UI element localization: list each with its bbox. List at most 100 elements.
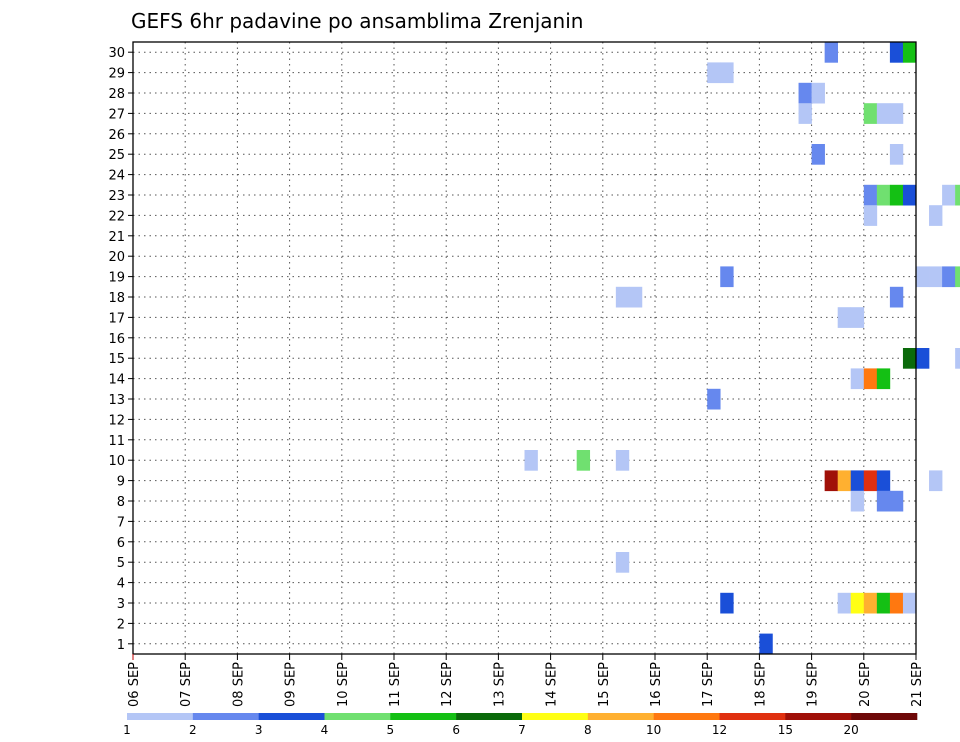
- legend-label: 15: [778, 723, 793, 737]
- precip-cell: [902, 348, 917, 369]
- legend-swatch: [653, 713, 720, 720]
- precip-cell: [707, 62, 721, 84]
- x-tick-label: 21 SEP: [910, 662, 925, 707]
- precip-cell: [876, 103, 891, 124]
- y-tick-label: 12: [108, 413, 125, 428]
- precip-cell: [863, 103, 878, 124]
- legend-label: 20: [844, 723, 859, 737]
- precip-cell: [811, 144, 825, 165]
- x-tick-label: 20 SEP: [858, 662, 873, 707]
- y-tick-label: 25: [108, 148, 125, 163]
- y-tick-label: 2: [117, 617, 125, 632]
- y-tick-label: 17: [108, 311, 125, 326]
- legend-label: 3: [255, 723, 263, 737]
- precip-cell: [798, 82, 812, 104]
- y-tick-label: 4: [117, 577, 125, 592]
- precip-cell: [824, 470, 838, 492]
- legend-label: 8: [584, 723, 592, 737]
- precip-cell: [916, 348, 930, 369]
- precip-cell: [889, 286, 904, 308]
- x-tick-label: 12 SEP: [440, 662, 455, 707]
- precip-cell: [889, 592, 904, 614]
- legend-label: 7: [518, 723, 526, 737]
- precip-cell: [615, 450, 630, 471]
- precip-cell: [942, 184, 956, 206]
- legend-label: 5: [387, 723, 395, 737]
- y-tick-label: 1: [117, 638, 125, 653]
- y-tick-label: 7: [117, 515, 125, 530]
- precip-cell: [863, 592, 878, 614]
- y-tick-label: 9: [117, 475, 125, 490]
- y-tick-label: 18: [108, 291, 125, 306]
- x-tick-label: 14 SEP: [545, 662, 560, 707]
- legend-swatch: [127, 713, 194, 720]
- precip-cell: [902, 42, 917, 63]
- x-tick-label: 10 SEP: [336, 662, 351, 707]
- precip-cell: [889, 103, 904, 124]
- grid-layer: [133, 42, 916, 654]
- precip-cell: [863, 184, 878, 206]
- precip-cell: [929, 266, 943, 288]
- x-tick-label: 13 SEP: [492, 662, 507, 707]
- x-tick-label: 06 SEP: [127, 662, 142, 707]
- legend-swatch: [719, 713, 786, 720]
- precip-cell: [615, 552, 630, 573]
- precip-cell: [955, 266, 960, 288]
- precip-cell: [876, 368, 891, 390]
- y-tick-label: 11: [108, 434, 125, 449]
- legend-label: 12: [712, 723, 727, 737]
- y-tick-label: 5: [117, 556, 125, 571]
- precip-cell: [955, 348, 960, 369]
- y-tick-label: 21: [108, 230, 125, 245]
- legend-swatch: [587, 713, 654, 720]
- y-tick-label: 26: [108, 128, 125, 143]
- y-tick-label: 16: [108, 332, 125, 347]
- precip-cell: [720, 266, 734, 288]
- x-tick-label: 17 SEP: [701, 662, 716, 707]
- legend-swatch: [522, 713, 589, 720]
- y-tick-label: 27: [108, 107, 125, 122]
- y-tick-label: 14: [108, 373, 125, 388]
- legend-swatch: [456, 713, 523, 720]
- y-tick-label: 24: [108, 169, 125, 184]
- y-tick-label: 22: [108, 209, 125, 224]
- x-tick-label: 09 SEP: [284, 662, 299, 707]
- y-tick-label: 30: [108, 46, 125, 61]
- y-tick-label: 19: [108, 271, 125, 286]
- legend-label: 6: [452, 723, 460, 737]
- precip-cell: [876, 470, 891, 492]
- precip-cell: [850, 470, 865, 492]
- legend-swatch: [324, 713, 391, 720]
- y-tick-label: 8: [117, 495, 125, 510]
- precip-cell: [889, 42, 904, 63]
- precip-cell: [863, 205, 878, 226]
- precip-cell: [850, 490, 865, 512]
- precip-cell: [929, 470, 943, 492]
- precip-cell: [889, 490, 904, 512]
- x-tick-label: 19 SEP: [806, 662, 821, 707]
- x-tick-label: 18 SEP: [753, 662, 768, 707]
- precip-cell: [863, 470, 878, 492]
- legend-swatch: [851, 713, 918, 720]
- y-tick-label: 29: [108, 67, 125, 82]
- y-tick-label: 15: [108, 352, 125, 367]
- precip-cell: [798, 103, 812, 124]
- x-tick-label: 16 SEP: [649, 662, 664, 707]
- y-tick-label: 3: [117, 597, 125, 612]
- precip-cell: [929, 205, 943, 226]
- precip-cell: [850, 592, 865, 614]
- precip-cell: [942, 266, 956, 288]
- legend-label: 2: [189, 723, 197, 737]
- y-tick-label: 6: [117, 536, 125, 551]
- precip-cell: [902, 184, 917, 206]
- cells-layer: [524, 42, 960, 655]
- y-tick-label: 28: [108, 87, 125, 102]
- precip-cell: [916, 266, 930, 288]
- legend-label: 10: [646, 723, 661, 737]
- precip-cell: [955, 184, 960, 206]
- precip-cell: [876, 184, 891, 206]
- precip-cell: [876, 490, 891, 512]
- legend-swatch: [192, 713, 259, 720]
- precip-cell: [902, 592, 917, 614]
